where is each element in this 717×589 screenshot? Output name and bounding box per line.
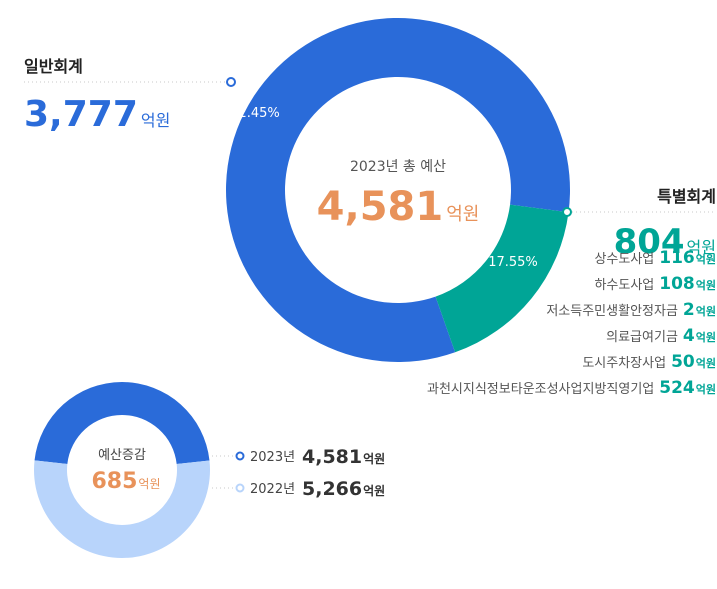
unit: 억원: [696, 330, 716, 344]
row-label: 과천시지식정보타운조성사업지방직영기업: [427, 382, 654, 397]
difference-value: 685: [91, 469, 137, 494]
category-value: 804 억원: [614, 222, 716, 262]
row-label: 상수도사업: [594, 252, 654, 267]
row-label: 의료급여기금: [606, 330, 678, 345]
unit: 억원: [687, 238, 716, 257]
row-value: 524: [659, 378, 695, 398]
row-value: 108: [659, 274, 695, 294]
category-label: 특별회계: [657, 187, 716, 206]
category-label: 일반회계: [24, 57, 83, 76]
legend-label: 2022년: [250, 482, 295, 497]
total: 4,581 억원: [317, 184, 480, 230]
unit: 억원: [446, 204, 479, 225]
row-value: 116: [659, 248, 695, 268]
row-label: 도시주차장사업: [582, 356, 666, 371]
breakdown-row: 상수도사업 116억원: [594, 248, 716, 268]
center-title: 예산증감: [98, 448, 146, 463]
unit: 억원: [696, 304, 716, 318]
legend-value: 5,266억원: [302, 478, 385, 500]
arcs: [34, 17, 570, 558]
value: 804: [614, 222, 685, 262]
legend-value: 4,581억원: [302, 446, 385, 468]
row-value: 2: [683, 300, 695, 320]
legend-dot: [235, 483, 245, 493]
row-value: 50: [671, 352, 695, 372]
legend-label: 2023년: [250, 450, 295, 465]
percent-label: 17.55%: [488, 255, 538, 270]
total-value: 4,581: [317, 184, 444, 230]
leader-dot: [562, 207, 572, 217]
unit: 억원: [141, 111, 170, 130]
donut-segment: [34, 460, 210, 558]
donut-segment: [34, 381, 210, 465]
unit: 억원: [696, 278, 716, 292]
unit: 억원: [696, 382, 716, 396]
row-label: 하수도사업: [594, 278, 654, 293]
unit: 억원: [696, 356, 716, 370]
unit: 억원: [696, 252, 716, 266]
leader-dot: [226, 77, 236, 87]
value: 3,777: [24, 94, 138, 135]
unit: 억원: [363, 452, 385, 466]
percent-label: 82.45%: [230, 106, 280, 121]
breakdown-row: 의료급여기금 4억원: [606, 326, 716, 346]
breakdown-row: 도시주차장사업 50억원: [582, 352, 716, 372]
row-value: 4: [683, 326, 695, 346]
difference: 685억원: [91, 469, 160, 494]
breakdown-row: 하수도사업 108억원: [594, 274, 716, 294]
donut-segment: [225, 17, 570, 362]
category-value: 3,777 억원: [24, 94, 170, 135]
legend-dot: [235, 451, 245, 461]
breakdown-row: 과천시지식정보타운조성사업지방직영기업 524억원: [427, 378, 716, 398]
breakdown-row: 저소득주민생활안정자금 2억원: [546, 300, 716, 320]
center-title: 2023년 총 예산: [350, 159, 446, 175]
value: 4,581: [302, 446, 362, 468]
unit: 억원: [363, 484, 385, 498]
unit: 억원: [138, 477, 160, 491]
row-label: 저소득주민생활안정자금: [546, 304, 678, 319]
value: 5,266: [302, 478, 362, 500]
donut-segment: [435, 204, 569, 353]
